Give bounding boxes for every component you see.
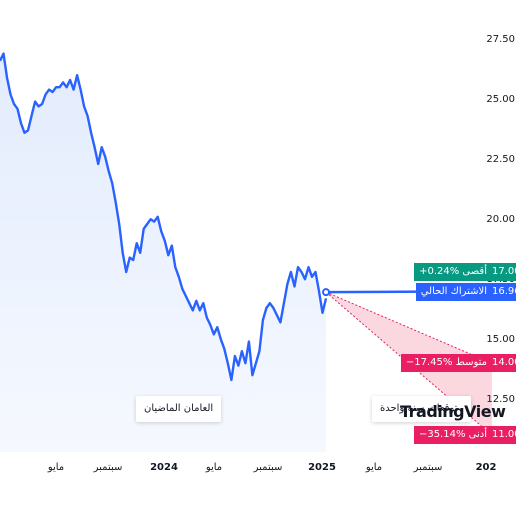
y-tick-label: 22.50 [486, 154, 515, 165]
x-tick-label: 2025 [308, 462, 336, 473]
y-tick-label: 25.00 [486, 94, 515, 105]
x-tick-label: 202 [476, 462, 497, 473]
forecast-tag-label: −17.45% متوسط [400, 354, 492, 373]
past-period-label: العامان الماضيان [136, 396, 222, 422]
price-area [0, 53, 326, 452]
y-tick-label: 20.00 [486, 214, 515, 225]
forecast-tag-label: +0.24% أقصى [414, 263, 492, 282]
x-axis: مايو سبتمبر 2024 مايو سبتمبر 2025 مايو سبتمبر 20… [47, 462, 497, 473]
price-line-layer [0, 52, 330, 382]
logo-text: TradingView [400, 402, 506, 421]
current-price-dot [322, 288, 330, 297]
price-area-fill [0, 53, 326, 452]
x-tick-label: مايو [205, 462, 222, 473]
forecast-period-label: توقعات سنة واحدة [372, 396, 472, 422]
x-tick-label: مايو [365, 462, 382, 473]
forecast-tag-value: 17.00 [492, 263, 520, 282]
x-tick-label: سبتمبر [93, 462, 123, 473]
forecast-tag-value: 16.96 [492, 283, 520, 302]
forecast-tag-label: −35.14% أدنى [413, 426, 492, 445]
x-tick-label: 2024 [150, 462, 178, 473]
price-line [0, 52, 328, 382]
y-tick-label: 12.50 [486, 394, 515, 405]
x-tick-label: سبتمبر [253, 462, 283, 473]
tradingview-logo: TradingView [400, 402, 506, 421]
y-tick-label: 27.50 [486, 34, 515, 45]
forecast-tag-label: الاشتراك الحالي [415, 283, 492, 302]
forecast-tag-value: 11.00 [492, 426, 520, 445]
x-tick-label: مايو [47, 462, 64, 473]
forecast-tag-value: 14.00 [492, 354, 520, 373]
y-tick-label: 15.00 [486, 334, 515, 345]
x-tick-label: سبتمبر [413, 462, 443, 473]
